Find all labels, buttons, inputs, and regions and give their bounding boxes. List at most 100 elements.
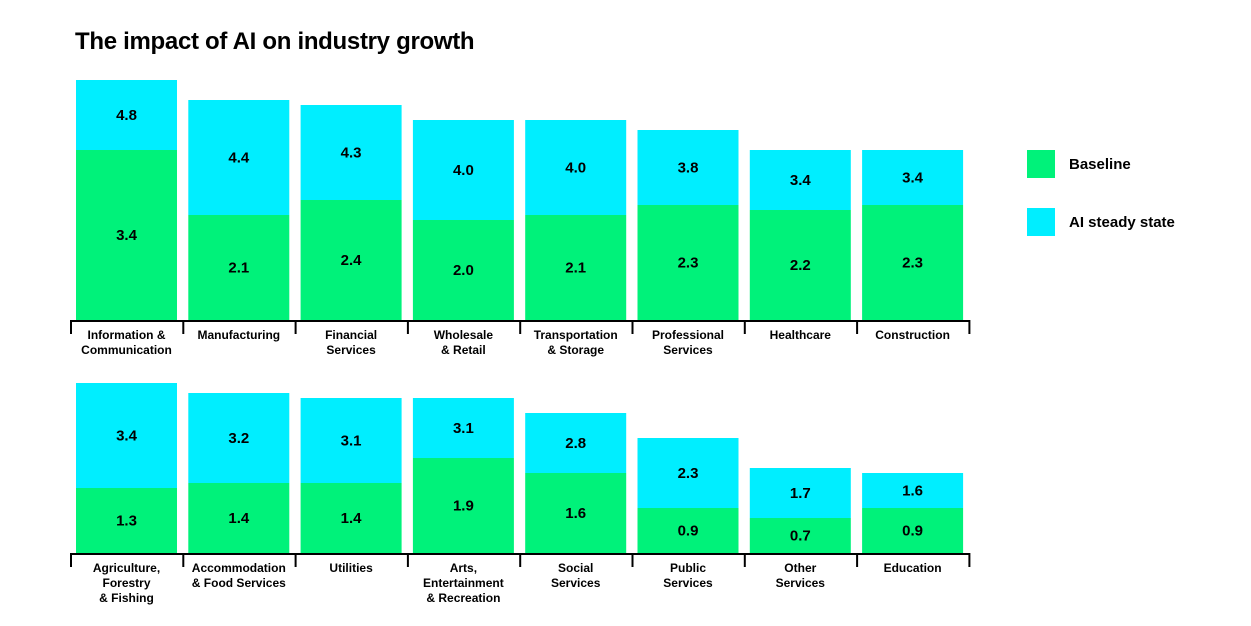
data-label-ai: 3.4 — [116, 428, 138, 445]
bar-ai-steady-state — [637, 438, 739, 508]
category-label-line: Financial — [325, 328, 377, 342]
category-label-line: Professional — [652, 328, 724, 342]
data-label-baseline: 1.3 — [116, 513, 137, 530]
data-label-ai: 1.7 — [790, 485, 811, 502]
bar-ai-steady-state — [749, 468, 851, 518]
data-label-baseline: 2.2 — [790, 257, 811, 274]
bar-ai-steady-state — [300, 105, 402, 200]
data-label-ai: 3.2 — [228, 430, 249, 447]
bar-ai-steady-state — [749, 150, 851, 210]
bar-baseline — [76, 150, 177, 320]
bar-ai-steady-state — [76, 383, 177, 488]
bar-baseline — [188, 215, 290, 320]
category-label-line: Education — [884, 561, 942, 575]
category-label-line: Social — [558, 561, 593, 575]
legend-label-ai-steady-state: AI steady state — [1069, 214, 1175, 231]
category-label: Financial Services — [325, 328, 377, 357]
category-label: Other Services — [776, 561, 826, 590]
bar-ai-steady-state — [76, 80, 177, 150]
category-label: Utilities — [329, 561, 373, 575]
category-label-line: Agriculture, — [93, 561, 160, 575]
bar-baseline — [76, 488, 177, 553]
category-label-line: Services — [776, 576, 826, 590]
category-label-line: Services — [663, 576, 713, 590]
data-label-baseline: 1.4 — [228, 510, 250, 527]
category-label-line: Forestry — [102, 576, 150, 590]
bar-baseline — [412, 220, 514, 320]
data-label-baseline: 2.3 — [902, 255, 923, 272]
data-label-baseline: 1.6 — [565, 505, 586, 522]
legend-swatch-baseline — [1027, 150, 1055, 178]
data-label-ai: 3.1 — [341, 433, 362, 450]
category-label-line: Healthcare — [770, 328, 832, 342]
data-label-ai: 1.6 — [902, 483, 923, 500]
category-label-line: Services — [326, 343, 376, 357]
category-label-line: Communication — [81, 343, 172, 357]
category-label: Construction — [875, 328, 950, 342]
category-label-line: Public — [670, 561, 706, 575]
data-label-baseline: 2.4 — [341, 252, 363, 269]
category-label-line: Arts, — [450, 561, 477, 575]
data-label-ai: 2.8 — [565, 435, 586, 452]
bar-ai-steady-state — [188, 100, 290, 215]
bar-baseline — [637, 205, 739, 320]
bar-baseline — [637, 508, 739, 553]
category-label: Professional Services — [652, 328, 724, 357]
bar-baseline — [188, 483, 290, 553]
bar-baseline — [525, 473, 627, 553]
category-label: Arts, Entertainment & Recreation — [423, 561, 504, 605]
data-label-ai: 2.3 — [678, 465, 699, 482]
category-label-line: Construction — [875, 328, 950, 342]
data-label-ai: 4.4 — [228, 150, 250, 167]
category-label: Agriculture, Forestry & Fishing — [93, 561, 160, 605]
category-label-line: & Fishing — [99, 591, 154, 605]
data-label-baseline: 0.7 — [790, 528, 811, 545]
bar-ai-steady-state — [412, 398, 514, 458]
category-label: Manufacturing — [197, 328, 280, 342]
data-label-baseline: 3.4 — [116, 227, 138, 244]
category-label-line: Transportation — [534, 328, 618, 342]
category-label: Social Services — [551, 561, 601, 590]
bar-baseline — [300, 483, 402, 553]
data-label-ai: 4.0 — [565, 160, 586, 177]
category-label-line: Accommodation — [192, 561, 286, 575]
data-label-baseline: 2.3 — [678, 255, 699, 272]
data-label-ai: 3.8 — [678, 160, 699, 177]
bar-ai-steady-state — [525, 413, 627, 473]
data-label-ai: 3.4 — [790, 172, 812, 189]
legend-label-baseline: Baseline — [1069, 156, 1131, 173]
bar-ai-steady-state — [862, 473, 964, 508]
bar-baseline — [862, 205, 964, 320]
bar-ai-steady-state — [412, 120, 514, 220]
data-label-baseline: 0.9 — [678, 523, 699, 540]
category-label-line: & Storage — [547, 343, 604, 357]
category-label-line: & Recreation — [426, 591, 500, 605]
category-label-line: Manufacturing — [197, 328, 280, 342]
data-label-baseline: 2.1 — [565, 260, 586, 277]
data-label-ai: 3.4 — [902, 170, 924, 187]
legend-swatch-ai-steady-state — [1027, 208, 1055, 236]
category-label-line: Utilities — [329, 561, 373, 575]
bar-baseline — [862, 508, 964, 553]
bar-ai-steady-state — [300, 398, 402, 483]
category-label: Transportation & Storage — [534, 328, 618, 357]
category-label-line: Entertainment — [423, 576, 504, 590]
data-label-baseline: 2.1 — [228, 260, 249, 277]
chart-title: The impact of AI on industry growth — [75, 28, 475, 55]
bar-ai-steady-state — [862, 150, 964, 205]
bar-baseline — [300, 200, 402, 320]
bar-ai-steady-state — [525, 120, 627, 215]
category-label-line: Wholesale — [434, 328, 494, 342]
category-label-line: Other — [784, 561, 816, 575]
category-label: Accommodation & Food Services — [192, 561, 286, 590]
bar-baseline — [749, 210, 851, 320]
category-label-line: & Retail — [441, 343, 486, 357]
data-label-ai: 4.8 — [116, 107, 137, 124]
data-label-ai: 4.3 — [341, 145, 362, 162]
bar-ai-steady-state — [637, 130, 739, 205]
category-label: Education — [884, 561, 942, 575]
bar-baseline — [749, 518, 851, 553]
data-label-baseline: 1.9 — [453, 498, 474, 515]
category-label-line: Services — [551, 576, 601, 590]
